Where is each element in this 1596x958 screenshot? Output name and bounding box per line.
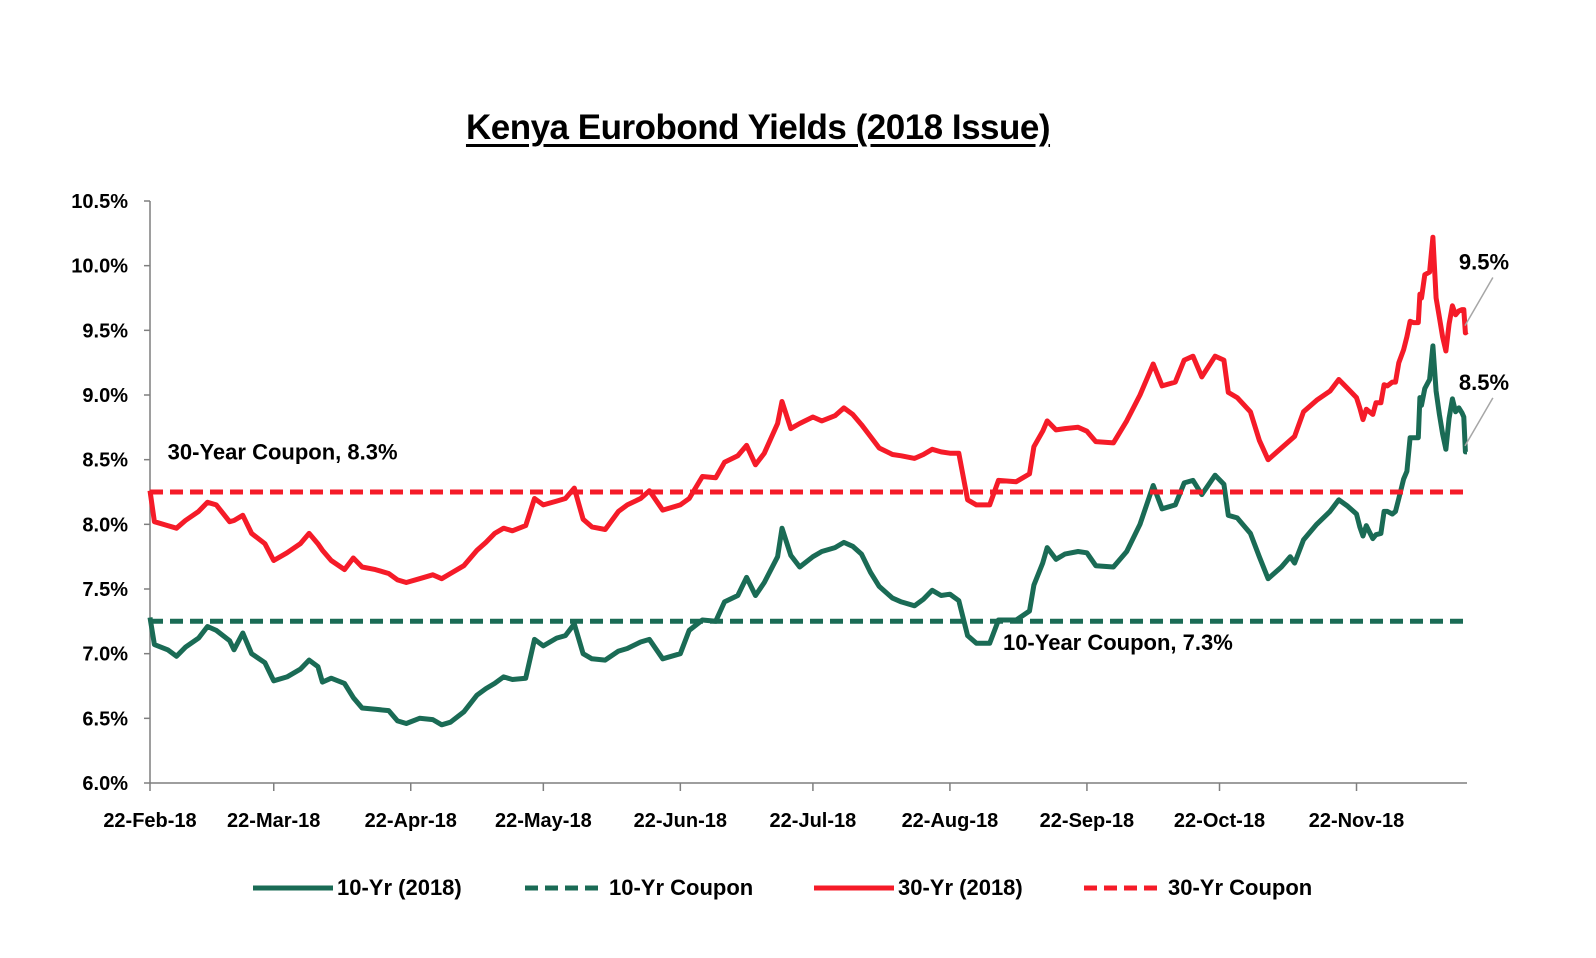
legend-swatch-30yr: [814, 885, 894, 891]
x-tick-label: 22-Nov-18: [1309, 810, 1405, 832]
axes: 6.0% 6.5% 7.0% 7.5% 8.0% 8.5% 9.0% 9.5% 10.0% 10.…: [71, 191, 1467, 832]
x-tick-label: 22-Feb-18: [103, 810, 196, 832]
x-tick-label: 22-Apr-18: [365, 810, 457, 832]
y-tick-label: 9.5%: [82, 320, 128, 342]
x-tick-label: 22-Jun-18: [634, 810, 727, 832]
y-tick-label: 10.5%: [71, 191, 128, 213]
y-tick-label: 7.0%: [82, 644, 128, 666]
x-tick-label: 22-Sep-18: [1040, 810, 1135, 832]
y-tick-label: 8.5%: [82, 450, 128, 472]
x-tick-label: 22-Aug-18: [902, 810, 999, 832]
y-tick-label: 6.5%: [82, 708, 128, 730]
legend-swatch-10yr-coupon: [525, 885, 605, 891]
x-tick-label: 22-Mar-18: [227, 810, 320, 832]
legend-label-30yr: 30-Yr (2018): [898, 875, 1023, 900]
label-leader-line: [1464, 397, 1494, 447]
label-leader-line: [1464, 277, 1494, 327]
series-line-10-yr-2018: [147, 343, 1468, 728]
annotation-layer: 30-Year Coupon, 8.3% 10-Year Coupon, 7.3%…: [168, 250, 1509, 655]
x-tick-label: 22-Jul-18: [770, 810, 857, 832]
legend-item-10yr: 10-Yr (2018): [253, 868, 462, 908]
y-tick-label: 7.5%: [82, 579, 128, 601]
coupon-label: 30-Year Coupon, 8.3%: [168, 440, 398, 465]
legend: 10-Yr (2018) 10-Yr Coupon 30-Yr (2018) 3…: [0, 868, 1596, 908]
x-tick-label: 22-May-18: [495, 810, 592, 832]
legend-label-10yr: 10-Yr (2018): [337, 875, 462, 900]
legend-label-30yr-coupon: 30-Yr Coupon: [1168, 875, 1313, 900]
y-tick-label: 8.0%: [82, 514, 128, 536]
series-layer: [147, 234, 1469, 728]
legend-swatch-10yr: [253, 885, 333, 891]
y-tick-label: 6.0%: [82, 773, 128, 795]
legend-swatch-30yr-coupon: [1084, 885, 1164, 891]
x-tick-label: 22-Oct-18: [1174, 810, 1265, 832]
series-line-30-yr-2018: [147, 234, 1469, 585]
legend-label-10yr-coupon: 10-Yr Coupon: [609, 875, 754, 900]
legend-item-30yr-coupon: 30-Yr Coupon: [1084, 868, 1312, 908]
y-tick-label: 9.0%: [82, 385, 128, 407]
coupon-label: 10-Year Coupon, 7.3%: [1003, 630, 1233, 655]
end-value-label: 9.5%: [1459, 250, 1509, 275]
legend-item-30yr: 30-Yr (2018): [814, 868, 1023, 908]
y-tick-label: 10.0%: [71, 256, 128, 278]
legend-item-10yr-coupon: 10-Yr Coupon: [525, 868, 753, 908]
end-value-label: 8.5%: [1459, 370, 1509, 395]
chart-title: Kenya Eurobond Yields (2018 Issue): [465, 108, 1051, 147]
